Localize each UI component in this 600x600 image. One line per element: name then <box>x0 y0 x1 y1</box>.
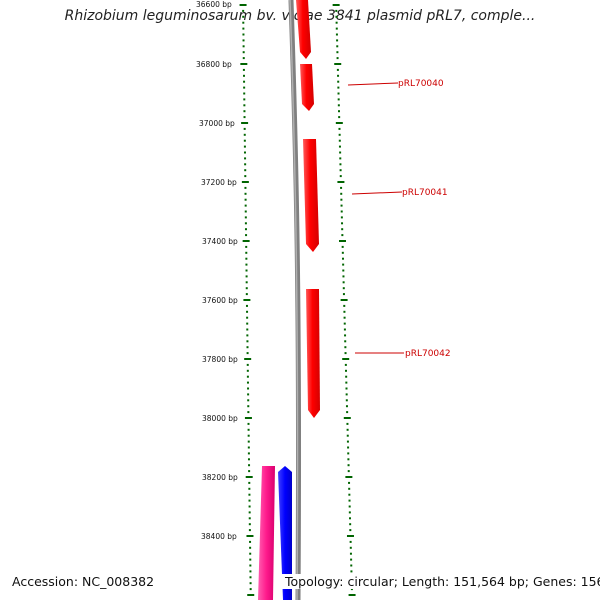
plasmid-backbone-highlight <box>289 0 299 600</box>
gene-arrow-reverse-blue <box>278 466 292 600</box>
ruler-label: 37600 bp <box>202 296 238 305</box>
leader-line-prl70041 <box>351 191 403 195</box>
ruler-label: 38000 bp <box>202 414 238 423</box>
gene-arrow-prl70042 <box>306 289 320 418</box>
gene-arrow-prl70041 <box>303 139 319 252</box>
ruler-label: 38200 bp <box>202 473 238 482</box>
ruler-label: 38400 bp <box>201 532 237 541</box>
ruler-label: 36600 bp <box>196 0 232 9</box>
ruler-label: 37800 bp <box>202 355 238 364</box>
topology-summary: Topology: circular; Length: 151,564 bp; … <box>282 574 600 589</box>
gene-label-prl70042[interactable]: pRL70042 <box>405 349 451 359</box>
ruler-label: 36800 bp <box>196 60 232 69</box>
leader-line-prl70040 <box>347 82 399 86</box>
accession-label: Accession: NC_008382 <box>10 574 157 589</box>
gene-arrow-prl70040 <box>300 64 314 111</box>
gene-arrow-top-partial <box>296 0 311 59</box>
gene-arrow-reverse-magenta <box>258 466 275 600</box>
gene-label-prl70040[interactable]: pRL70040 <box>398 79 444 89</box>
ruler-label: 37000 bp <box>199 119 235 128</box>
gene-label-prl70041[interactable]: pRL70041 <box>402 188 448 198</box>
plasmid-backbone-line <box>288 0 302 600</box>
ruler-label: 37200 bp <box>201 178 237 187</box>
ruler-tick-column <box>239 4 255 596</box>
outer-tick-column <box>332 4 356 596</box>
ruler-label: 37400 bp <box>202 237 238 246</box>
